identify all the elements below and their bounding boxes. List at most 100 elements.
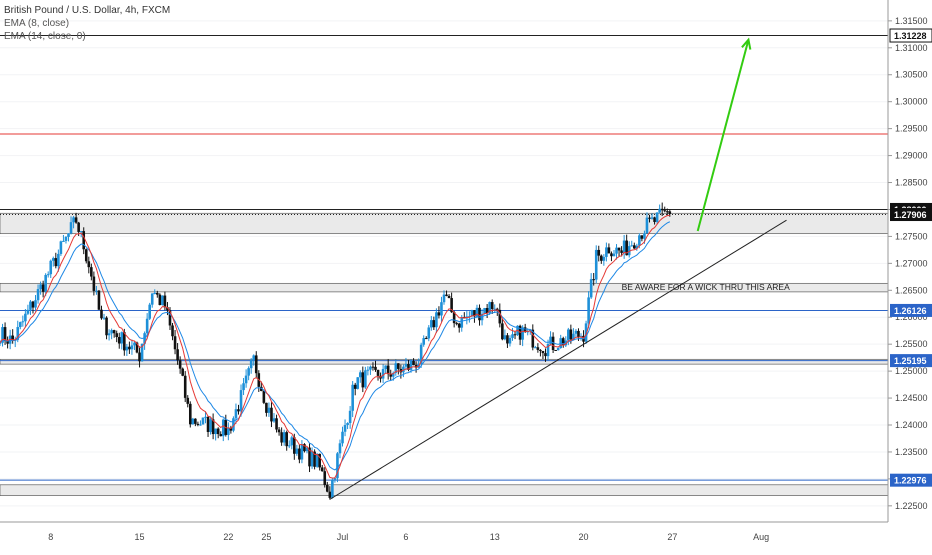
candle-body bbox=[77, 222, 80, 232]
candle-body bbox=[546, 343, 550, 357]
candle-body bbox=[475, 307, 479, 317]
candle-body bbox=[442, 294, 446, 303]
ema-8-legend[interactable]: EMA (8, close) bbox=[4, 18, 70, 29]
candle-body bbox=[574, 330, 578, 334]
candle-body bbox=[130, 345, 134, 350]
candle-body bbox=[41, 284, 45, 292]
horizontal-lines bbox=[0, 35, 888, 481]
candle-body bbox=[62, 240, 65, 242]
candle-body bbox=[310, 451, 314, 467]
candle-body bbox=[176, 349, 179, 361]
price-label-box bbox=[889, 28, 932, 43]
time-tick-label: 6 bbox=[403, 532, 408, 542]
candle-body bbox=[536, 347, 540, 350]
price-tick-label: 1.30500 bbox=[895, 70, 928, 80]
candle-body bbox=[660, 208, 664, 211]
price-tick-label: 1.29000 bbox=[895, 151, 928, 161]
candle-body bbox=[399, 368, 403, 373]
candle-body bbox=[602, 256, 606, 261]
candle-body bbox=[67, 233, 70, 237]
candle-body bbox=[569, 329, 573, 340]
candle-body bbox=[338, 443, 342, 454]
candle-body bbox=[46, 274, 50, 276]
candle-body bbox=[414, 365, 418, 368]
candle-body bbox=[556, 347, 560, 351]
projection-arrowhead bbox=[741, 37, 752, 50]
candle-body bbox=[161, 295, 164, 306]
candle-body bbox=[600, 255, 603, 261]
price-tick-label: 1.24000 bbox=[895, 420, 928, 430]
ema-14-legend[interactable]: EMA (14, close, 0) bbox=[4, 31, 86, 42]
price-tick-label: 1.27500 bbox=[895, 231, 928, 241]
candle-body bbox=[523, 327, 527, 333]
candle-body bbox=[587, 297, 590, 324]
candle-body bbox=[148, 304, 151, 319]
candle-body bbox=[320, 467, 324, 472]
candle-body bbox=[171, 325, 174, 337]
candle-body bbox=[211, 419, 215, 435]
candle-body bbox=[280, 432, 283, 443]
price-tick-label: 1.25500 bbox=[895, 339, 928, 349]
candlesticks bbox=[0, 202, 672, 500]
candle-body bbox=[508, 337, 512, 344]
candle-body bbox=[419, 344, 423, 364]
candle-body bbox=[658, 208, 661, 213]
candle-body bbox=[501, 323, 504, 340]
candle-body bbox=[260, 386, 263, 391]
candle-body bbox=[663, 210, 667, 212]
candle-body bbox=[612, 253, 616, 257]
candle-body bbox=[249, 360, 253, 369]
price-tick-label: 1.31000 bbox=[895, 43, 928, 53]
candle-body bbox=[173, 336, 177, 350]
candle-body bbox=[252, 355, 256, 361]
candle-body bbox=[584, 323, 588, 342]
candle-body bbox=[293, 437, 296, 454]
candle-body bbox=[29, 301, 32, 310]
candle-body bbox=[87, 261, 91, 268]
candle-body bbox=[391, 372, 395, 377]
candle-body bbox=[24, 313, 27, 322]
candle-body bbox=[511, 334, 514, 338]
candle-body bbox=[638, 235, 641, 246]
candle-body bbox=[199, 424, 202, 426]
candle-body bbox=[572, 333, 575, 340]
candle-body bbox=[267, 407, 271, 413]
candle-body bbox=[366, 369, 370, 371]
candle-body bbox=[495, 308, 499, 310]
candle-body bbox=[135, 342, 139, 353]
candle-body bbox=[483, 308, 486, 314]
candle-body bbox=[528, 329, 532, 332]
candle-body bbox=[90, 267, 93, 277]
candle-body bbox=[247, 368, 250, 376]
time-tick-label: Jul bbox=[337, 532, 349, 542]
candle-body bbox=[138, 352, 141, 362]
price-label: 1.25195 bbox=[894, 356, 927, 366]
price-tick-label: 1.27000 bbox=[895, 258, 928, 268]
candle-body bbox=[640, 235, 644, 239]
candle-body bbox=[407, 363, 410, 370]
price-tick-label: 1.31500 bbox=[895, 16, 928, 26]
candle-body bbox=[645, 217, 649, 234]
candle-body bbox=[594, 249, 598, 280]
candle-body bbox=[82, 231, 86, 250]
zone-annotation: BE AWARE FOR A WICK THRU THIS AREA bbox=[622, 282, 790, 292]
candle-body bbox=[412, 360, 415, 366]
candle-body bbox=[196, 423, 200, 425]
candle-body bbox=[237, 409, 240, 412]
candle-body bbox=[409, 360, 413, 370]
candle-body bbox=[437, 312, 441, 316]
time-tick-label: 22 bbox=[223, 532, 233, 542]
candle-body bbox=[610, 253, 613, 257]
candle-body bbox=[589, 279, 593, 298]
candle-body bbox=[219, 434, 223, 437]
candle-body bbox=[445, 294, 448, 296]
price-zone bbox=[0, 484, 889, 496]
candle-body bbox=[450, 298, 453, 313]
candle-body bbox=[493, 308, 497, 310]
candle-body bbox=[1, 327, 4, 343]
candle-body bbox=[313, 451, 316, 467]
candle-body bbox=[346, 423, 349, 426]
candle-body bbox=[422, 338, 426, 345]
